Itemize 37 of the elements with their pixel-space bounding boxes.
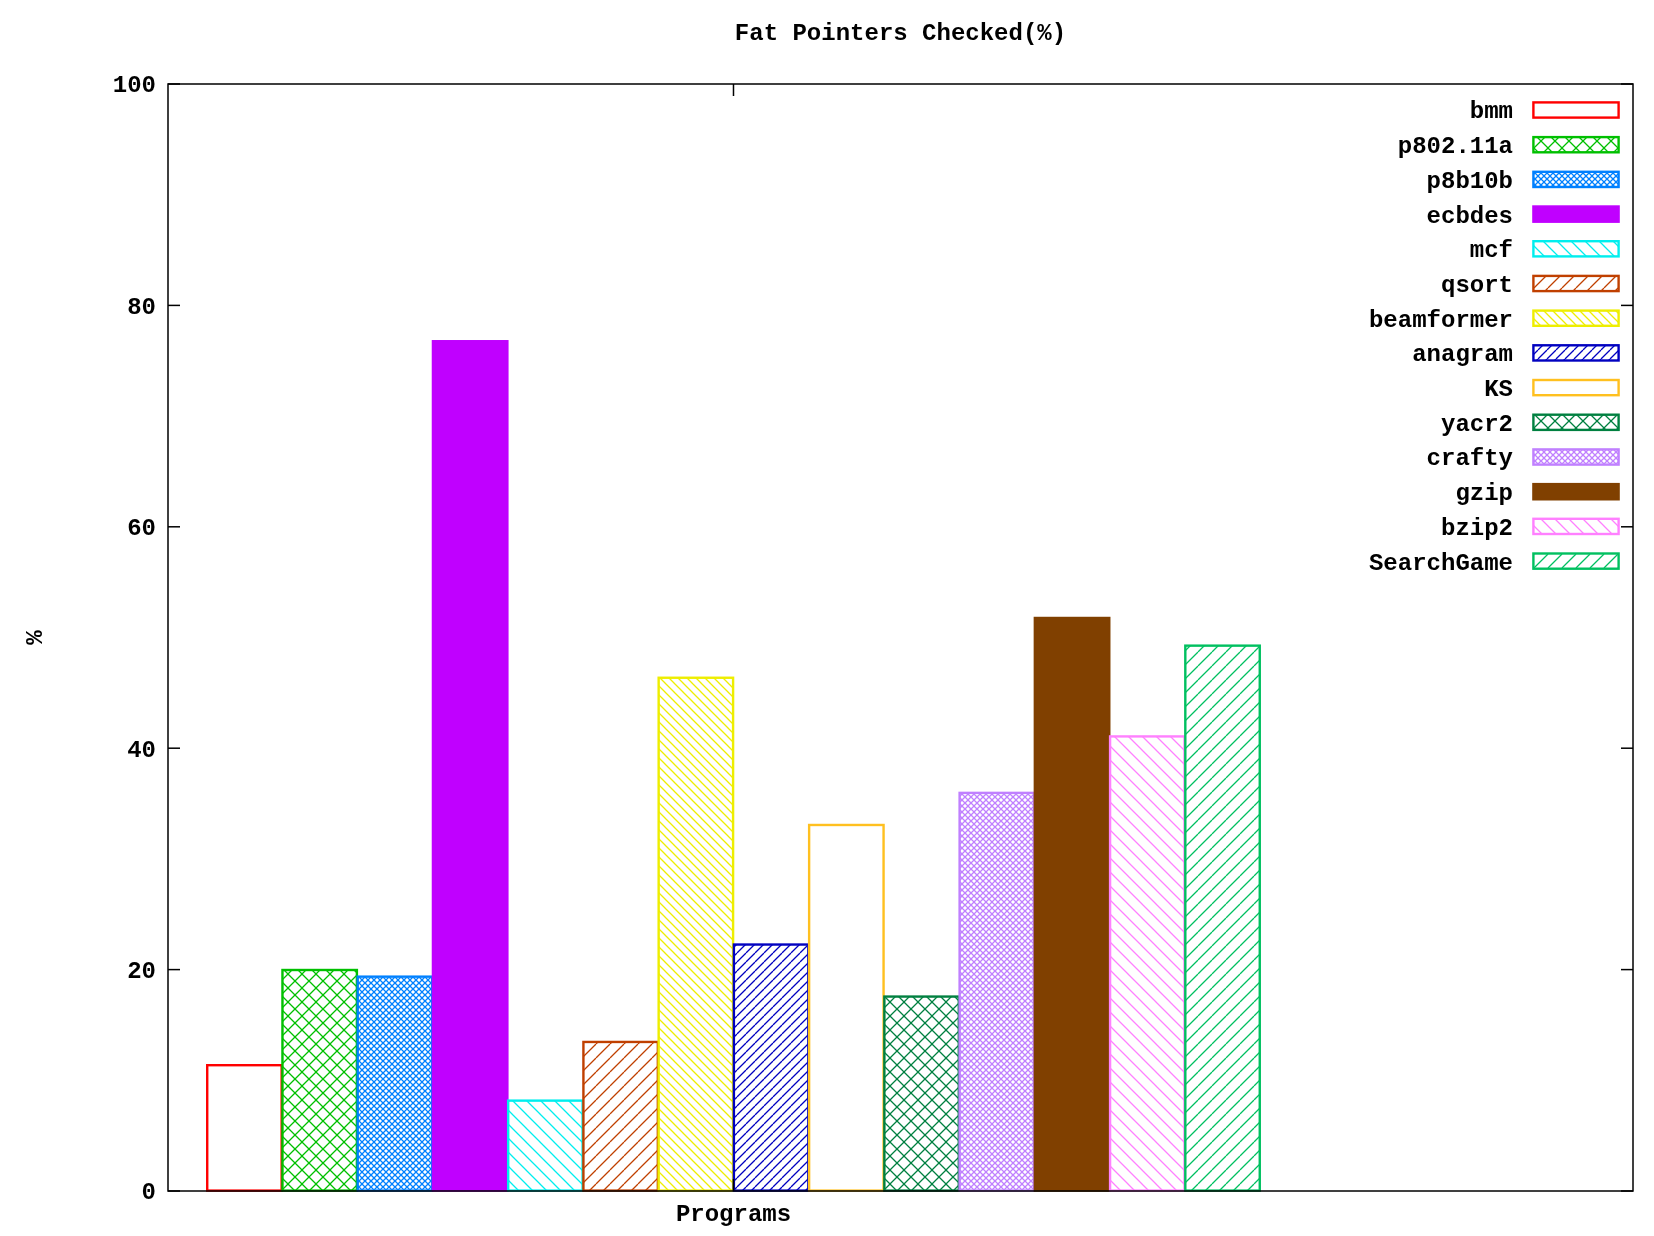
legend-label: crafty: [1426, 445, 1513, 473]
bar: [883, 995, 960, 1192]
y-tick-label: 100: [112, 72, 156, 100]
bar: [958, 791, 1036, 1192]
bar: [657, 676, 735, 1192]
legend-label: KS: [1484, 376, 1513, 403]
bar: [1184, 644, 1261, 1192]
legend-label: ecbdes: [1426, 202, 1513, 230]
y-tick-label: 40: [127, 736, 156, 764]
bar: [1033, 616, 1111, 1192]
bar: [1108, 735, 1186, 1192]
legend-label: anagram: [1412, 341, 1513, 369]
y-tick-label: 60: [127, 515, 156, 543]
bar: [732, 943, 810, 1192]
bar: [356, 975, 434, 1192]
bar: [281, 968, 359, 1192]
legend-label: mcf: [1469, 237, 1513, 265]
bar: [431, 340, 509, 1192]
legend-label: gzip: [1455, 480, 1513, 508]
legend-label: bzip2: [1440, 514, 1513, 542]
y-tick-label: 0: [141, 1179, 156, 1207]
bar: [582, 1040, 660, 1192]
chart-title: Fat Pointers Checked(%): [734, 20, 1067, 47]
legend-label: yacr2: [1440, 410, 1513, 438]
bar: [807, 823, 885, 1192]
legend-label: SearchGame: [1368, 549, 1513, 577]
bar: [506, 1099, 584, 1192]
legend-label: beamformer: [1368, 306, 1513, 334]
y-tick-label: 20: [127, 958, 156, 985]
legend-label: bmm: [1469, 98, 1513, 126]
y-axis-title: %: [22, 629, 49, 645]
y-tick-label: 80: [127, 293, 156, 321]
legend-label: qsort: [1440, 271, 1513, 299]
legend-label: p8b10b: [1426, 167, 1513, 195]
x-axis-title: Programs: [675, 1201, 792, 1228]
legend-label: p802.11a: [1397, 133, 1513, 161]
bar: [206, 1064, 283, 1192]
